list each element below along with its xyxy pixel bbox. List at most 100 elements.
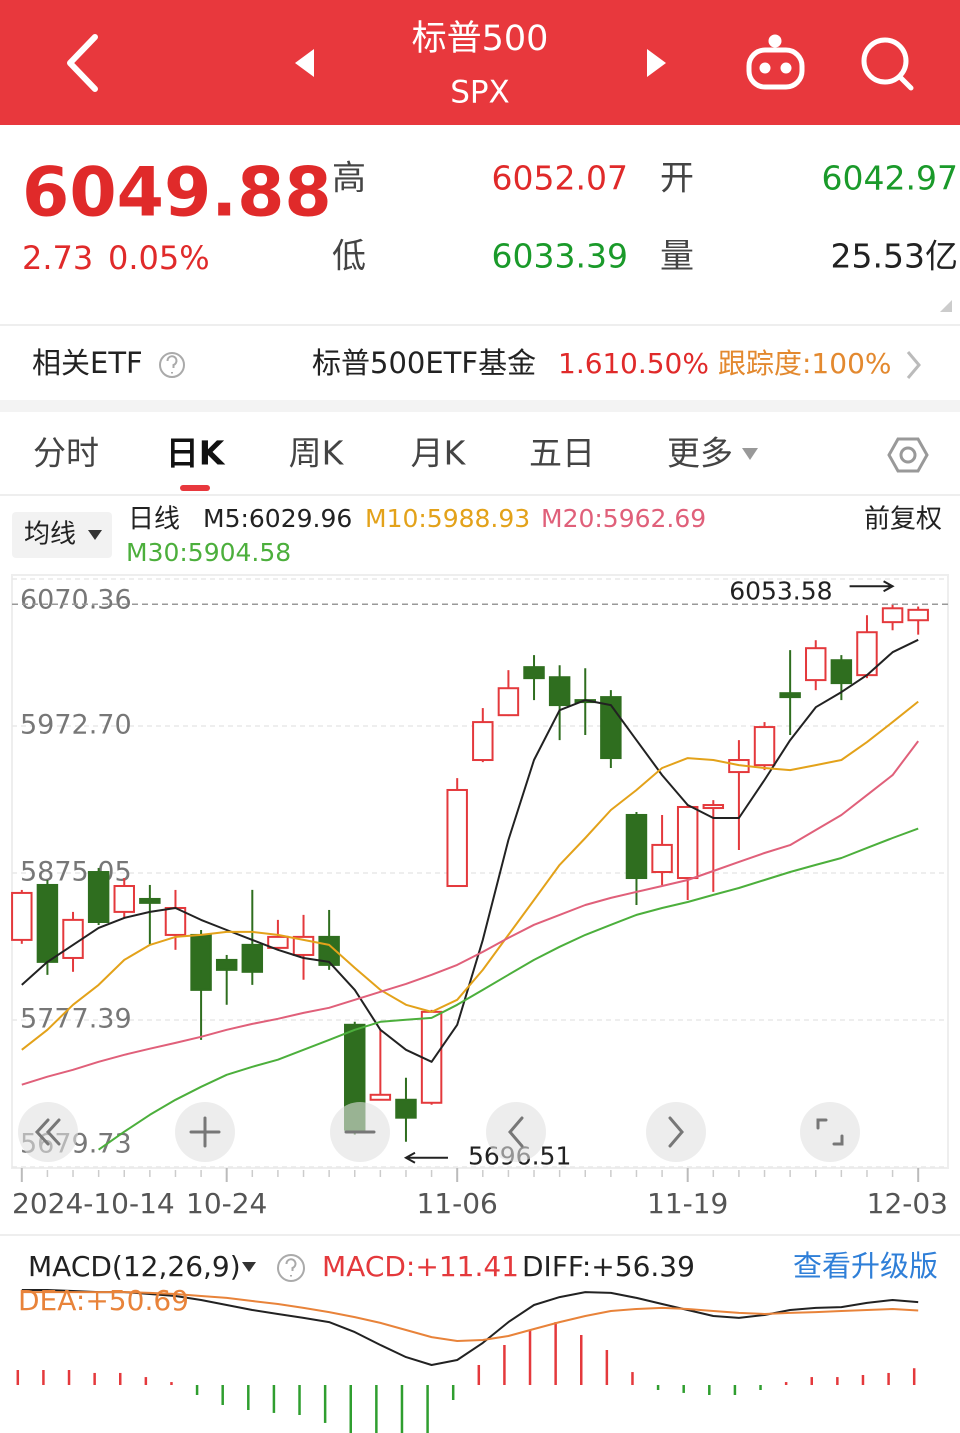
subtitle: SPX [450,75,510,111]
tab[interactable]: 日K [166,434,226,473]
candle-body [395,1098,417,1119]
upgrade-link[interactable]: 查看升级版 [793,1249,938,1283]
icon [45,1118,61,1146]
robot-eye [759,62,771,74]
help-icon[interactable] [277,1254,305,1282]
settings-icon [887,437,929,473]
gap [0,400,960,412]
settings-button[interactable] [887,437,929,473]
candle-body [190,933,212,991]
settings-center [899,446,917,464]
candle-body [881,607,904,624]
prev-button[interactable] [295,49,314,77]
macd-title[interactable]: MACD(12,26,9) [28,1250,241,1283]
etf-row[interactable]: 相关ETF 标普500ETF基金 1.61 0.50% 跟踪度:100% [32,346,921,380]
icon [189,1116,221,1148]
robot-antenna [768,34,782,48]
ma-line [21,700,919,1051]
candle-body [87,871,110,923]
candle-body [651,843,673,874]
candle-body [113,885,135,913]
adjustment[interactable]: 前复权 [864,505,942,535]
scroll-start[interactable] [18,1102,78,1162]
low-value: 6033.39 [492,237,628,276]
robot-eye [780,62,792,74]
y-tick-label: 5875.05 [20,856,132,887]
x-tick-label: 11-06 [417,1187,498,1220]
robot-icon [746,47,805,90]
menu-label: 均线 [24,520,76,550]
ma-line [21,740,919,1086]
candle-body [907,608,929,622]
icon [34,1118,50,1146]
more-arrow [742,448,758,460]
candle-body [779,692,801,699]
candle-body [805,647,827,682]
candle-body [215,958,238,971]
y-tick-label: 6070.36 [20,585,132,616]
legend-entry: M30:5904.58 [126,538,291,567]
scroll-right[interactable] [646,1102,706,1162]
macd-value: MACD:+11.41 [322,1250,519,1283]
control-bg [800,1102,860,1162]
chart-controls [18,1102,860,1162]
candle-body [446,788,468,888]
scroll-left[interactable] [486,1102,546,1162]
candle-body [241,943,264,973]
etf-name: 标普500ETF基金 [312,346,536,380]
fullscreen[interactable] [800,1102,860,1162]
ma-line [21,638,919,1063]
candle-body [676,805,699,880]
candle-body [420,1010,443,1104]
tab[interactable]: 更多 [667,434,733,473]
legend-entry: DIFF:+56.39 [522,1250,695,1283]
candle-body [548,676,571,707]
candle-body [523,666,545,680]
tab[interactable]: 分时 [33,434,99,473]
legend-entry: M10:5988.93 [365,504,530,533]
arrow [403,1151,448,1164]
next-button[interactable] [647,49,666,77]
y-tick-label: 5777.39 [20,1003,132,1034]
candle-body [36,883,59,963]
help-icon [159,352,185,378]
low-label: 低 [332,237,366,277]
candle-body [139,897,161,904]
zoom-out[interactable] [330,1102,390,1162]
max-label: 6053.58 [729,576,832,605]
etf-price: 1.61 [558,347,620,380]
candle-body [369,1093,392,1101]
chevron [906,351,921,379]
macd-chart: MACD:+11.41 DIFF:+56.39 DEA:+50.69 [16,1250,919,1433]
etf-tracking: 跟踪度:100% [718,347,891,380]
etf-change: 0.50% [620,347,709,380]
back-button[interactable] [67,34,98,92]
price: 6049.88 [22,154,332,233]
x-tick-label: 10-24 [186,1187,267,1220]
macd-menu-arrow [242,1262,256,1272]
candle-body [62,918,84,959]
control-bg [646,1102,706,1162]
search-icon [861,37,909,85]
etf-label: 相关ETF [32,346,143,380]
candle-body [11,891,33,941]
zoom-in[interactable] [175,1102,235,1162]
indicator-menu[interactable]: 均线 [12,512,112,558]
search-button[interactable] [861,37,914,91]
open-label: 开 [660,159,694,199]
help-glyph [285,1258,297,1277]
robot-button[interactable] [746,34,805,90]
candle-body [702,804,725,810]
control-bg [486,1102,546,1162]
tab-bar: 分时 日K 周K 月K 五日 更多 [33,434,733,491]
legend-entry: DEA:+50.69 [18,1284,189,1317]
menu-box [12,512,112,558]
expand-corner[interactable] [940,300,952,312]
tab[interactable]: 月K [411,434,467,473]
volume-label: 量 [660,237,694,277]
tab[interactable]: 五日 [529,434,595,473]
arrow [849,580,895,593]
change-pct: 0.05% [108,239,210,277]
tab[interactable]: 周K [289,434,345,473]
